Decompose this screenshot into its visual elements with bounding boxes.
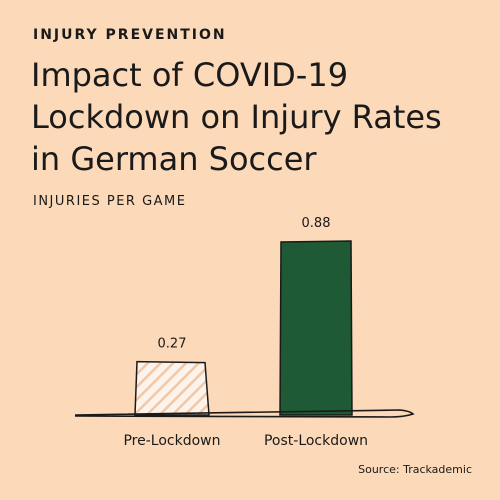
value-label-post-lockdown: 0.88 bbox=[302, 216, 331, 231]
y-axis-label: INJURIES PER GAME bbox=[33, 194, 187, 209]
bars-group: 0.27 Pre-Lockdown 0.88 Post-Lockdown bbox=[123, 216, 368, 449]
category-label-post-lockdown: Post-Lockdown bbox=[264, 433, 368, 449]
chart-kicker: INJURY PREVENTION bbox=[33, 27, 227, 43]
chart-title: Impact of COVID-19 Lockdown on Injury Ra… bbox=[31, 56, 442, 178]
bar-post-lockdown bbox=[279, 240, 353, 416]
source-note: Source: Trackademic bbox=[358, 463, 472, 476]
category-label-pre-lockdown: Pre-Lockdown bbox=[123, 433, 220, 449]
bar-pre-lockdown bbox=[134, 360, 210, 416]
value-label-pre-lockdown: 0.27 bbox=[158, 337, 187, 352]
baseline bbox=[74, 409, 415, 418]
